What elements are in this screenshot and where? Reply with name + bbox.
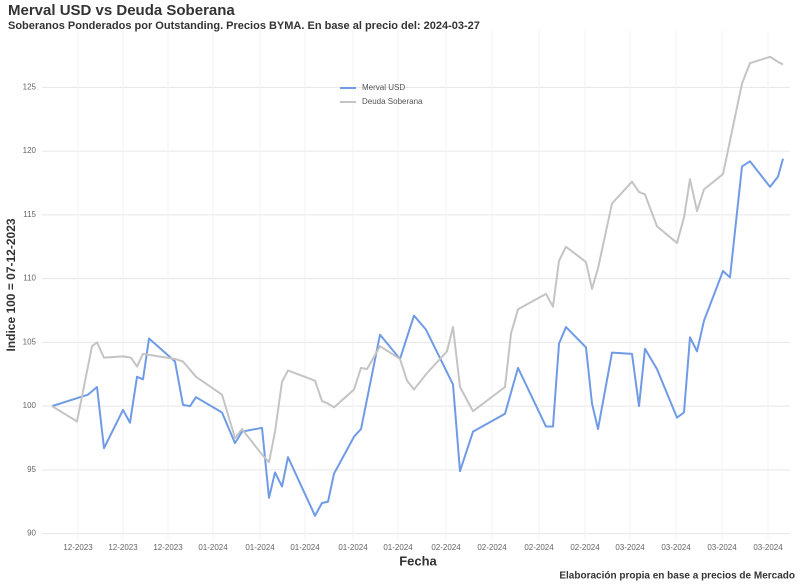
legend: Merval USD Deuda Soberana (340, 83, 423, 106)
x-tick-label: 12-2023 (63, 543, 93, 552)
chart-title: Merval USD vs Deuda Soberana (8, 2, 235, 19)
legend-label: Merval USD (362, 83, 405, 92)
series-line (51, 55, 784, 464)
y-tick-label: 100 (23, 401, 37, 410)
x-tick-label: 01-2024 (290, 543, 320, 552)
x-tick-label: 03-2024 (707, 543, 737, 552)
x-tick-label: 01-2024 (383, 543, 413, 552)
series-line (51, 158, 784, 517)
x-tick-label: 01-2024 (338, 543, 368, 552)
legend-label: Deuda Soberana (362, 97, 423, 106)
x-tick-label: 01-2024 (198, 543, 228, 552)
x-tick-label: 03-2024 (661, 543, 691, 552)
y-tick-label: 115 (23, 210, 36, 219)
x-tick-label: 01-2024 (245, 543, 275, 552)
x-tick-label: 03-2024 (615, 543, 645, 552)
x-tick-label: 03-2024 (753, 543, 783, 552)
grid: 90 95 100 105 110 115 120 125 12-2023 12-2023 12-2… (23, 30, 790, 552)
y-axis-label: Indice 100 = 07-12-2023 (4, 218, 18, 351)
x-axis-label: Fecha (399, 553, 437, 568)
y-tick-label: 95 (27, 465, 36, 474)
x-tick-label: 02-2024 (431, 543, 461, 552)
lines (51, 55, 784, 517)
y-tick-label: 125 (23, 82, 37, 91)
y-tick-label: 90 (27, 529, 36, 538)
y-tick-label: 105 (23, 337, 37, 346)
y-tick-label: 120 (23, 146, 37, 155)
x-tick-label: 12-2023 (108, 543, 138, 552)
x-tick-label: 02-2024 (524, 543, 554, 552)
x-tick-label: 12-2023 (153, 543, 183, 552)
chart-subtitle: Soberanos Ponderados por Outstanding. Pr… (8, 20, 480, 32)
y-tick-label: 110 (23, 274, 36, 283)
x-tick-label: 02-2024 (570, 543, 600, 552)
caption: Elaboración propia en base a precios de … (559, 571, 795, 582)
x-tick-label: 02-2024 (477, 543, 507, 552)
